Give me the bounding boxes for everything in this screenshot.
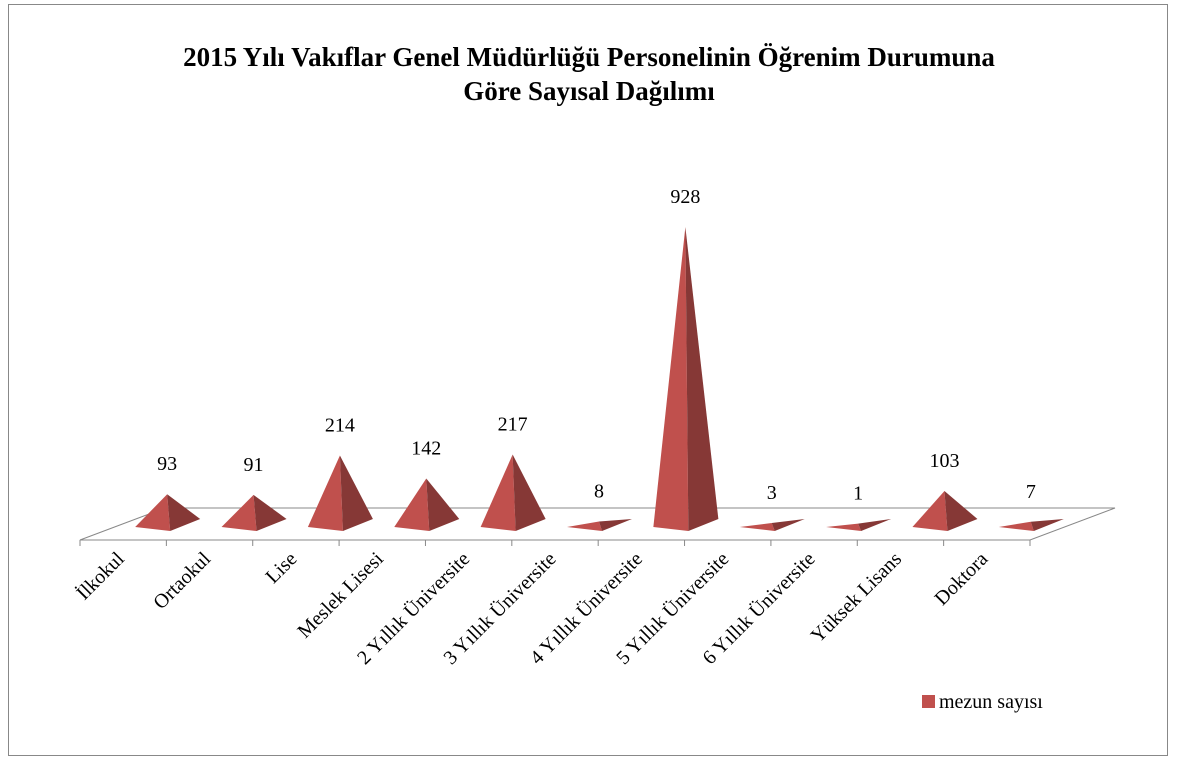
data-label: 93 [157,453,177,475]
pyramid-face [567,521,602,531]
data-label: 214 [325,415,355,437]
pyramid-face [998,521,1034,531]
x-tick-label: Doktora [930,548,992,610]
pyramid-face [685,227,719,531]
data-label: 103 [929,450,959,472]
data-label: 142 [411,438,441,460]
pyramid-face [739,523,775,531]
data-label: 91 [244,454,264,476]
data-label: 3 [767,482,777,504]
pyramid-face [653,227,689,531]
pyramid [998,519,1064,531]
pyramid [307,455,373,531]
data-label: 217 [498,414,528,436]
legend-swatch [922,695,935,708]
pyramid-face [912,491,948,531]
pyramid-face [480,454,516,531]
pyramid-face [826,523,862,531]
x-tick-label: Ortaokul [149,548,215,614]
pyramid-face [135,494,171,531]
legend-label: mezun sayısı [939,691,1043,713]
pyramid-face [771,519,805,531]
pyramid [394,478,460,531]
pyramid-face [307,455,343,531]
pyramid [826,519,892,531]
x-tick-label: Yüksek Lisans [807,548,906,647]
pyramid [739,519,805,531]
pyramid-face [394,478,430,531]
data-label: 7 [1026,481,1036,503]
pyramid [653,227,719,531]
data-label: 8 [594,480,604,502]
x-tick-label: Lise [262,548,302,588]
pyramid [135,494,201,531]
pyramid-face [221,494,257,531]
pyramid-face [253,494,287,531]
pyramid [912,491,978,531]
pyramid [221,494,287,531]
chart-title: 2015 Yılı Vakıflar Genel Müdürlüğü Perso… [183,42,995,106]
chart-frame [8,4,1168,756]
title-box: 2015 Yılı Vakıflar Genel Müdürlüğü Perso… [0,40,1178,108]
data-label: 1 [853,483,863,505]
pyramid [480,454,546,531]
data-label: 928 [670,186,700,208]
pyramid-face [858,519,892,531]
pyramid-face [944,491,978,531]
pyramid-face [1030,519,1064,531]
x-tick-label: Meslek Lisesi [293,548,388,643]
x-tick-label: İlkokul [72,547,129,604]
pyramid-face [599,519,632,531]
pyramid-face [426,478,460,531]
pyramid-face [167,494,201,531]
pyramid-face [339,455,373,531]
pyramid-face [512,454,546,531]
pyramid [567,519,632,531]
